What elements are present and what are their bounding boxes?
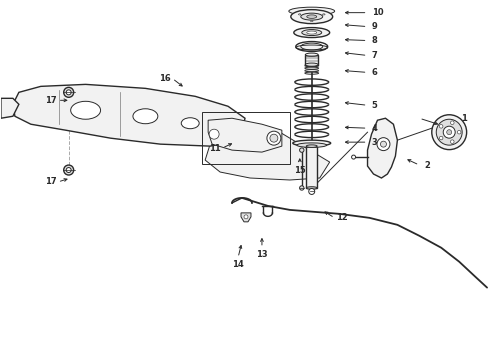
Ellipse shape bbox=[305, 53, 318, 56]
Ellipse shape bbox=[307, 31, 317, 34]
Ellipse shape bbox=[306, 187, 317, 189]
Polygon shape bbox=[368, 118, 397, 178]
Ellipse shape bbox=[301, 13, 323, 20]
Ellipse shape bbox=[311, 21, 313, 22]
Circle shape bbox=[380, 141, 387, 147]
Circle shape bbox=[267, 131, 281, 145]
Ellipse shape bbox=[291, 10, 333, 24]
Polygon shape bbox=[241, 213, 251, 222]
Ellipse shape bbox=[297, 143, 327, 147]
Ellipse shape bbox=[181, 118, 199, 129]
Circle shape bbox=[440, 125, 443, 128]
Ellipse shape bbox=[66, 90, 71, 95]
Circle shape bbox=[352, 155, 356, 159]
Text: 4: 4 bbox=[371, 124, 377, 133]
Ellipse shape bbox=[294, 28, 330, 37]
Circle shape bbox=[450, 140, 454, 143]
Ellipse shape bbox=[289, 7, 335, 15]
Polygon shape bbox=[208, 118, 282, 152]
Text: 5: 5 bbox=[371, 101, 377, 110]
Circle shape bbox=[299, 148, 304, 152]
Text: 13: 13 bbox=[256, 250, 268, 259]
Circle shape bbox=[309, 189, 315, 194]
Ellipse shape bbox=[64, 87, 74, 97]
Polygon shape bbox=[205, 132, 330, 180]
Circle shape bbox=[436, 119, 462, 145]
Text: 1: 1 bbox=[461, 114, 467, 123]
Circle shape bbox=[440, 136, 443, 140]
Ellipse shape bbox=[305, 63, 318, 66]
Text: 11: 11 bbox=[209, 144, 221, 153]
Ellipse shape bbox=[307, 15, 317, 18]
Text: 10: 10 bbox=[372, 8, 383, 17]
Bar bbox=[306, 146, 317, 188]
Circle shape bbox=[450, 121, 454, 125]
Ellipse shape bbox=[66, 167, 71, 172]
Text: 12: 12 bbox=[336, 213, 347, 222]
Ellipse shape bbox=[296, 45, 328, 50]
Text: 9: 9 bbox=[371, 22, 377, 31]
Circle shape bbox=[377, 138, 390, 150]
Ellipse shape bbox=[293, 140, 331, 146]
Polygon shape bbox=[13, 84, 245, 146]
Ellipse shape bbox=[298, 14, 301, 15]
Ellipse shape bbox=[71, 101, 100, 119]
Ellipse shape bbox=[64, 165, 74, 175]
Circle shape bbox=[244, 215, 248, 219]
Text: 3: 3 bbox=[371, 138, 377, 147]
Circle shape bbox=[432, 115, 466, 150]
Bar bbox=[305, 55, 318, 65]
Ellipse shape bbox=[302, 30, 322, 36]
Text: 17: 17 bbox=[45, 177, 56, 186]
Text: 8: 8 bbox=[371, 36, 377, 45]
Bar bbox=[202, 112, 290, 164]
Polygon shape bbox=[1, 98, 19, 118]
Circle shape bbox=[447, 130, 452, 135]
Circle shape bbox=[209, 129, 219, 139]
Text: 2: 2 bbox=[424, 161, 430, 170]
Ellipse shape bbox=[306, 145, 317, 147]
Text: 17: 17 bbox=[45, 96, 56, 105]
Text: 7: 7 bbox=[371, 51, 377, 60]
Circle shape bbox=[457, 130, 461, 134]
Ellipse shape bbox=[133, 109, 158, 124]
Text: 14: 14 bbox=[232, 260, 244, 269]
Circle shape bbox=[270, 134, 278, 142]
Text: 15: 15 bbox=[294, 166, 306, 175]
Text: 6: 6 bbox=[371, 68, 377, 77]
Text: 16: 16 bbox=[159, 74, 171, 83]
Circle shape bbox=[299, 186, 304, 190]
Circle shape bbox=[443, 126, 455, 138]
Ellipse shape bbox=[322, 14, 325, 15]
